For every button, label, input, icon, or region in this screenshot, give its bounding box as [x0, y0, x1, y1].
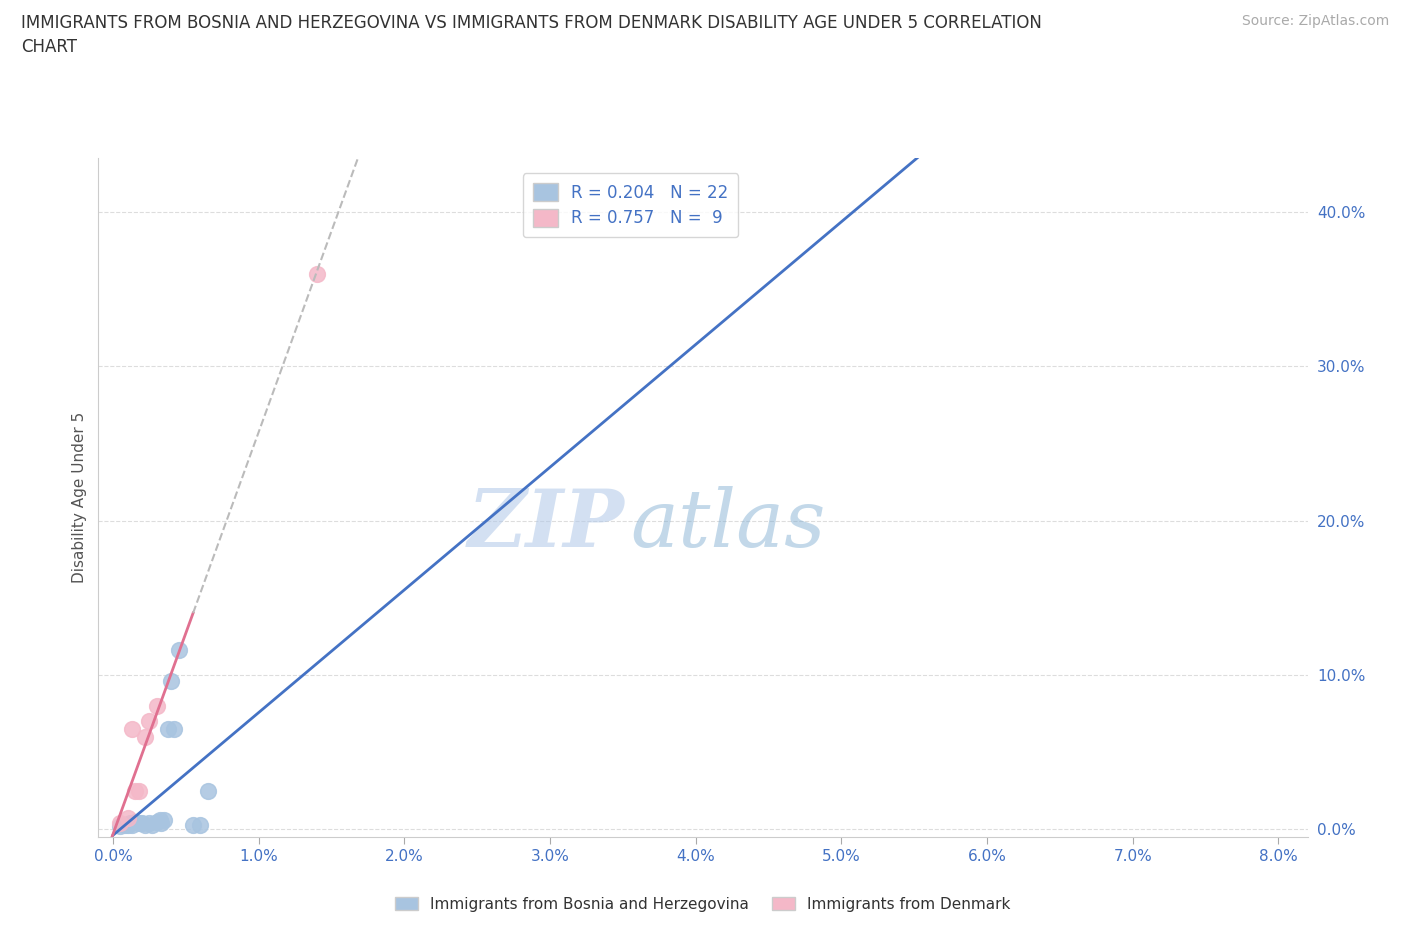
Point [114, 817, 136, 832]
Point [131, 816, 153, 830]
Legend: Immigrants from Bosnia and Herzegovina, Immigrants from Denmark: Immigrants from Bosnia and Herzegovina, … [389, 890, 1017, 918]
Point [145, 814, 167, 829]
Point [134, 817, 156, 832]
Point [181, 817, 204, 832]
Legend: R = 0.204   N = 22, R = 0.757   N =  9: R = 0.204 N = 22, R = 0.757 N = 9 [523, 173, 738, 237]
Point [121, 722, 143, 737]
Point [190, 817, 212, 832]
Text: Source: ZipAtlas.com: Source: ZipAtlas.com [1241, 14, 1389, 28]
Point [138, 714, 160, 729]
Point [117, 811, 139, 826]
Point [149, 813, 172, 828]
Point [305, 266, 328, 281]
Point [134, 729, 156, 744]
Point [150, 816, 173, 830]
Text: atlas: atlas [630, 486, 825, 564]
Point [124, 783, 146, 798]
Point [117, 817, 139, 832]
Point [120, 816, 142, 830]
Point [121, 817, 143, 832]
Point [141, 817, 163, 832]
Point [110, 818, 132, 833]
Point [167, 643, 190, 658]
Point [128, 816, 150, 830]
Point [138, 816, 160, 830]
Point [124, 814, 146, 829]
Text: ZIP: ZIP [468, 486, 624, 564]
Point [197, 783, 219, 798]
Text: IMMIGRANTS FROM BOSNIA AND HERZEGOVINA VS IMMIGRANTS FROM DENMARK DISABILITY AGE: IMMIGRANTS FROM BOSNIA AND HERZEGOVINA V… [21, 14, 1042, 56]
Point [128, 783, 150, 798]
Point [160, 673, 183, 688]
Y-axis label: Disability Age Under 5: Disability Age Under 5 [72, 412, 87, 583]
Point [153, 813, 176, 828]
Point [145, 698, 167, 713]
Point [157, 722, 180, 737]
Point [163, 722, 186, 737]
Point [110, 816, 132, 830]
